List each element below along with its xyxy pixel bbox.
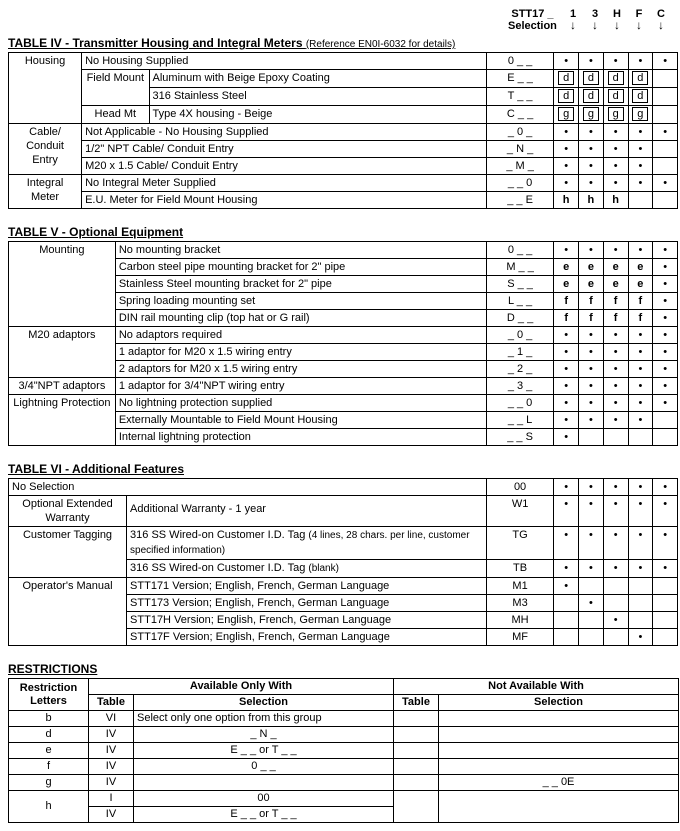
table6: No Selection 00 ••••• Optional Extended … — [8, 478, 678, 646]
meter-l1: No Integral Meter Supplied — [82, 175, 487, 192]
m20-l3: 2 adaptors for M20 x 1.5 wiring entry — [115, 361, 486, 378]
mounting-l2: Carbon steel pipe mounting bracket for 2… — [115, 259, 486, 276]
manual-l3: STT17H Version; English, French, German … — [127, 612, 487, 629]
housing-label: Housing — [9, 53, 82, 124]
restr-d: d — [9, 727, 89, 743]
field-mount-label: Field Mount — [82, 70, 149, 106]
tagging-label: Customer Tagging — [9, 527, 127, 578]
table6-title: TABLE VI - Additional Features — [8, 458, 672, 478]
model-prefix: STT17 _ — [511, 8, 553, 20]
restr-h: h — [9, 791, 89, 823]
tagging-l1: 316 SS Wired-on Customer I.D. Tag (4 lin… — [127, 527, 487, 560]
restr-hdr-avail: Available Only With — [89, 679, 394, 695]
restrictions-title: RESTRICTIONS — [8, 658, 672, 678]
meter-l2: E.U. Meter for Field Mount Housing — [82, 192, 487, 209]
lightning-l1: No lightning protection supplied — [115, 395, 486, 412]
selection-label: Selection — [508, 20, 557, 32]
restr-b: b — [9, 711, 89, 727]
housing-steel: 316 Stainless Steel — [149, 88, 486, 106]
restr-hdr-letters: Restriction Letters — [9, 679, 89, 711]
nosel-label: No Selection — [9, 479, 487, 496]
manual-label: Operator's Manual — [9, 578, 127, 646]
mounting-l3: Stainless Steel mounting bracket for 2" … — [115, 276, 486, 293]
table4-title: TABLE IV - Transmitter Housing and Integ… — [8, 32, 672, 52]
lightning-l3: Internal lightning protection — [115, 429, 486, 446]
restrictions-table: Restriction Letters Available Only With … — [8, 678, 679, 823]
lightning-l2: Externally Mountable to Field Mount Hous… — [115, 412, 486, 429]
tagging-l2: 316 SS Wired-on Customer I.D. Tag (blank… — [127, 560, 487, 578]
manual-l4: STT17F Version; English, French, German … — [127, 629, 487, 646]
housing-none: No Housing Supplied — [82, 53, 487, 70]
warranty-desc: Additional Warranty - 1 year — [127, 496, 487, 527]
meter-label: Integral Meter — [9, 175, 82, 209]
housing-aluminum: Aluminum with Beige Epoxy Coating — [149, 70, 486, 88]
mounting-l1: No mounting bracket — [115, 242, 486, 259]
mounting-l4: Spring loading mounting set — [115, 293, 486, 310]
head-mt-label: Head Mt — [82, 106, 149, 124]
manual-l1: STT171 Version; English, French, German … — [127, 578, 487, 595]
cable-l2: 1/2" NPT Cable/ Conduit Entry — [82, 141, 487, 158]
m20-l2: 1 adaptor for M20 x 1.5 wiring entry — [115, 344, 486, 361]
m20-label: M20 adaptors — [9, 327, 116, 378]
table4: Housing No Housing Supplied 0 _ _ • • • … — [8, 52, 678, 209]
model-header: STT17 _ Selection 1↓ 3↓ H↓ F↓ C↓ — [8, 8, 672, 32]
table5: Mounting No mounting bracket0 _ _ ••••• … — [8, 241, 678, 446]
cable-l1: Not Applicable - No Housing Supplied — [82, 124, 487, 141]
cable-label: Cable/ Conduit Entry — [9, 124, 82, 175]
restr-e: e — [9, 743, 89, 759]
m20-l1: No adaptors required — [115, 327, 486, 344]
table5-title: TABLE V - Optional Equipment — [8, 221, 672, 241]
npt-l1: 1 adaptor for 3/4"NPT wiring entry — [115, 378, 486, 395]
mounting-label: Mounting — [9, 242, 116, 327]
restr-g: g — [9, 775, 89, 791]
restr-f: f — [9, 759, 89, 775]
variant-columns-header: 1↓ 3↓ H↓ F↓ C↓ — [562, 8, 672, 32]
mounting-l5: DIN rail mounting clip (top hat or G rai… — [115, 310, 486, 327]
warranty-label: Optional Extended Warranty — [9, 496, 127, 527]
cable-l3: M20 x 1.5 Cable/ Conduit Entry — [82, 158, 487, 175]
housing-headmt: Type 4X housing - Beige — [149, 106, 486, 124]
lightning-label: Lightning Protection — [9, 395, 116, 446]
npt-label: 3/4"NPT adaptors — [9, 378, 116, 395]
manual-l2: STT173 Version; English, French, German … — [127, 595, 487, 612]
restr-hdr-notavail: Not Available With — [394, 679, 679, 695]
